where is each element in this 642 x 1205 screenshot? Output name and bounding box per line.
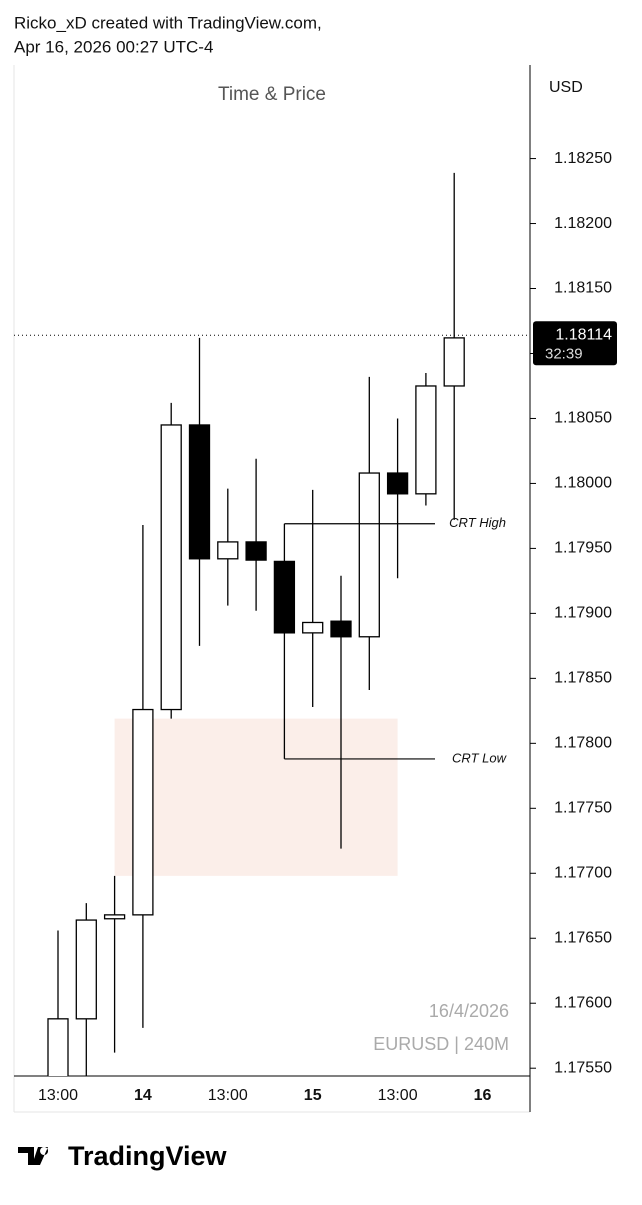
zone	[114, 718, 398, 876]
plot-area	[47, 172, 465, 1076]
candle-body	[273, 560, 296, 634]
last-price-badge	[533, 321, 617, 366]
candle-body	[330, 620, 352, 638]
y-tick-label: 1.18200	[554, 215, 612, 232]
candle-body	[217, 541, 239, 560]
countdown-label: 32:39	[545, 345, 583, 362]
x-tick-label: 13:00	[378, 1087, 418, 1104]
logo-text: TradingView	[68, 1141, 228, 1171]
y-tick-label: 1.18050	[554, 410, 612, 427]
x-tick-label: 13:00	[208, 1087, 248, 1104]
candle-body	[358, 472, 380, 638]
candle-body	[132, 708, 154, 916]
candle-body	[160, 424, 182, 711]
y-tick-label: 1.17800	[554, 735, 612, 752]
candle-body	[103, 914, 126, 920]
x-tick-label: 13:00	[38, 1087, 78, 1104]
x-tick-label: 14	[134, 1087, 152, 1104]
watermark: 16/4/2026	[429, 1001, 509, 1021]
candle-body	[75, 919, 97, 1020]
x-tick-label: 16	[474, 1087, 492, 1104]
y-tick-label: 1.18150	[554, 280, 612, 297]
candle-body	[188, 424, 211, 560]
y-tick-label: 1.17850	[554, 670, 612, 687]
y-tick-label: 1.17600	[554, 994, 612, 1011]
annotation-label: CRT High	[449, 515, 506, 530]
candle-body	[443, 337, 465, 387]
currency-label: USD	[549, 79, 583, 96]
watermark: EURUSD | 240M	[373, 1034, 509, 1054]
candle-body	[386, 472, 409, 495]
y-tick-label: 1.18250	[554, 150, 612, 167]
chart-title: Time & Price	[218, 84, 326, 105]
logo-icon	[18, 1147, 49, 1165]
y-tick-label: 1.17650	[554, 929, 612, 946]
candle-body	[302, 621, 324, 634]
y-tick-label: 1.17950	[554, 540, 612, 557]
header-line: Ricko_xD created with TradingView.com,	[14, 13, 322, 32]
y-tick-label: 1.17700	[554, 864, 612, 881]
last-price-label: 1.18114	[555, 327, 612, 344]
candle-body	[245, 541, 267, 561]
y-tick-label: 1.17900	[554, 605, 612, 622]
y-tick-label: 1.17550	[554, 1059, 612, 1076]
y-tick-label: 1.18000	[554, 475, 612, 492]
candle-body	[415, 385, 437, 495]
y-tick-label: 1.17750	[554, 800, 612, 817]
candle-body	[47, 1018, 69, 1076]
header-line: Apr 16, 2026 00:27 UTC-4	[14, 37, 213, 56]
annotation-label: CRT Low	[452, 750, 508, 765]
x-tick-label: 15	[304, 1087, 322, 1104]
